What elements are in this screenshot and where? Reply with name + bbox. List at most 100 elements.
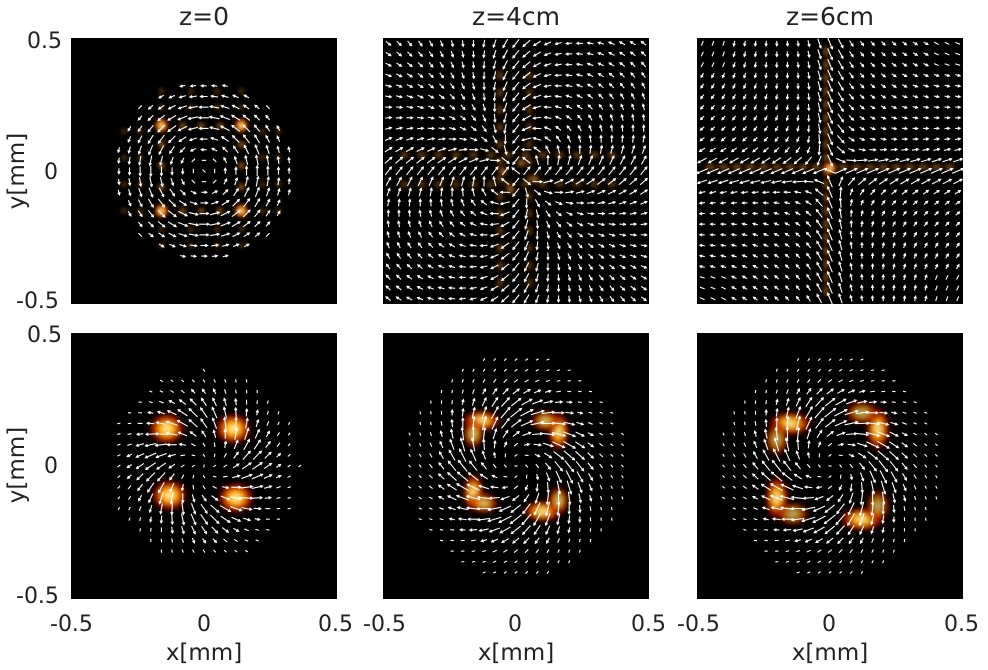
field-arrow-head (528, 431, 532, 435)
field-arrow-head (399, 74, 403, 78)
field-arrow-head (544, 522, 549, 527)
field-arrow-head (522, 43, 526, 48)
field-arrow (158, 481, 165, 493)
field-arrow (568, 549, 571, 553)
field-arrow-head (388, 42, 392, 46)
field-arrow-head (622, 254, 627, 259)
field-arrow-head (512, 268, 516, 272)
field-arrow-head (784, 253, 789, 258)
field-arrow-head (246, 232, 251, 236)
field-arrow-head (641, 113, 646, 118)
field-arrow-head (608, 62, 612, 66)
field-arrow-head (212, 397, 216, 401)
field-arrow (742, 474, 747, 479)
field-arrow-head (387, 187, 391, 192)
field-arrow-head (569, 166, 574, 170)
field-arrow (149, 504, 153, 513)
field-arrow-head (753, 440, 757, 445)
field-arrow (824, 397, 836, 407)
field-arrow (879, 470, 887, 484)
field-arrow-head (489, 211, 494, 216)
field-arrow-head (277, 199, 281, 203)
field-arrow-head (936, 126, 941, 131)
field-arrow (753, 441, 758, 449)
field-arrow-head (144, 455, 149, 459)
field-arrow-head (213, 539, 218, 544)
field-arrow (510, 514, 522, 524)
field-arrow (827, 271, 833, 284)
field-arrow-head (255, 164, 259, 169)
field-arrow (955, 63, 961, 66)
field-arrow (813, 505, 826, 512)
field-arrow-head (753, 74, 758, 79)
field-arrow-head (876, 433, 881, 438)
field-arrow-head (860, 241, 864, 246)
field-arrow-head (956, 263, 960, 268)
field-arrow-head (543, 84, 548, 88)
field-arrow-head (803, 485, 808, 489)
field-arrow (501, 252, 510, 260)
field-arrow (170, 379, 174, 383)
field-arrow (556, 513, 561, 525)
field-arrow-head (399, 116, 404, 120)
field-arrow (783, 528, 792, 531)
field-arrow-head (860, 42, 865, 47)
intensity-blob (156, 182, 167, 192)
field-arrow-head (144, 443, 149, 448)
field-arrow-head (469, 275, 473, 280)
field-arrow-head (554, 41, 559, 46)
field-arrow (850, 483, 853, 491)
intensity-blob (822, 242, 830, 259)
field-arrow-head (520, 138, 525, 142)
field-arrow (171, 502, 173, 515)
field-arrow-head (861, 127, 866, 131)
field-arrow-head (386, 241, 390, 246)
field-arrow-head (547, 466, 552, 471)
field-arrow (924, 485, 927, 490)
field-arrow (512, 145, 520, 154)
field-arrow-head (148, 162, 152, 167)
field-arrow-head (227, 508, 232, 512)
field-arrow-head (700, 74, 704, 79)
ytick-bottom-zero: 0 (44, 454, 58, 479)
field-arrow-head (892, 252, 896, 257)
field-arrow (158, 134, 165, 144)
field-arrow (541, 432, 555, 436)
field-arrow-head (482, 175, 486, 180)
field-arrow (816, 219, 823, 229)
field-arrow (753, 507, 758, 510)
field-arrow-head (195, 233, 199, 237)
field-arrow-head (590, 466, 594, 471)
field-arrow (156, 421, 167, 425)
field-arrow (255, 528, 260, 531)
field-arrow-head (904, 73, 908, 78)
field-arrow-head (450, 409, 454, 413)
field-arrow (933, 52, 939, 56)
field-arrow-head (709, 201, 714, 205)
field-arrow (935, 475, 938, 479)
field-arrow-head (246, 198, 251, 202)
field-arrow-head (205, 243, 209, 248)
field-arrow-head (192, 531, 196, 535)
field-arrow (697, 157, 707, 164)
field-arrow-head (500, 178, 505, 182)
field-arrow (610, 506, 613, 511)
field-arrow-head (612, 200, 617, 205)
field-arrow (565, 470, 573, 484)
field-arrow (761, 179, 772, 184)
field-arrow-head (873, 178, 878, 182)
field-arrow (848, 537, 854, 544)
field-arrow (202, 549, 206, 553)
field-arrow (924, 506, 927, 511)
field-arrow (510, 397, 522, 407)
field-arrow-head (138, 162, 142, 166)
field-arrow (642, 135, 645, 143)
field-arrow-head (430, 176, 434, 180)
field-arrow (855, 432, 869, 436)
field-arrow-head (806, 284, 810, 288)
intensity-blob (258, 127, 267, 135)
field-arrow-head (948, 178, 953, 182)
field-arrow-head (227, 210, 231, 214)
field-arrow (849, 570, 853, 574)
field-arrow (956, 285, 960, 291)
